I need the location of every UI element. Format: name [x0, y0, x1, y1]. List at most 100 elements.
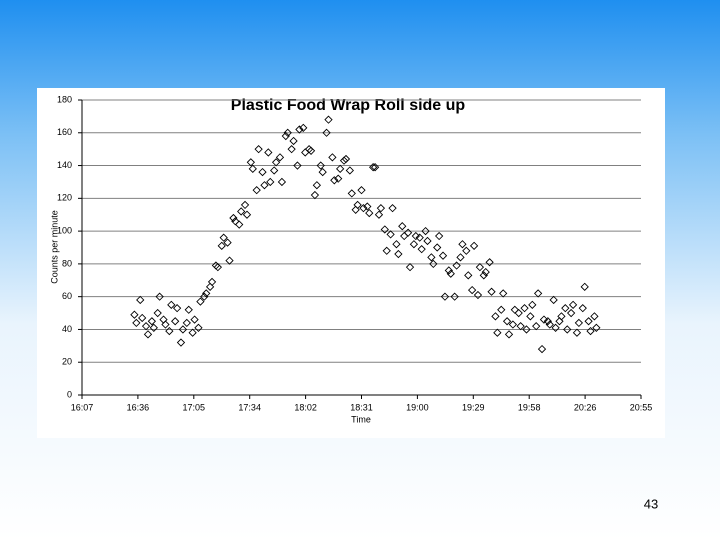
x-tick-label: 19:29 [462, 402, 485, 412]
data-point [405, 263, 415, 272]
data-point [270, 166, 279, 175]
data-point [347, 189, 356, 198]
data-point [380, 225, 389, 234]
x-tick-label: 19:00 [406, 402, 429, 412]
data-point [561, 304, 570, 313]
data-point [411, 231, 420, 241]
data-point [557, 312, 566, 321]
data-point [423, 236, 432, 246]
data-point [171, 317, 180, 326]
data-point [580, 282, 589, 291]
data-point [353, 200, 362, 210]
page-number: 43 [644, 496, 658, 511]
data-point [415, 233, 424, 242]
data-point [190, 315, 199, 324]
x-tick-label: 18:31 [350, 402, 373, 412]
data-point [324, 115, 333, 124]
data-point [473, 290, 483, 300]
x-axis-label: Time [351, 414, 371, 424]
data-point [386, 230, 395, 239]
data-point [182, 318, 191, 328]
data-point [469, 241, 479, 250]
data-point [235, 220, 244, 229]
y-tick-label: 80 [62, 258, 72, 268]
data-point [194, 323, 203, 332]
y-tick-label: 0 [67, 389, 72, 399]
data-point [155, 292, 164, 301]
data-point [485, 258, 494, 267]
data-point [357, 186, 366, 195]
data-point [388, 204, 397, 213]
data-point [277, 177, 287, 187]
y-tick-label: 160 [57, 127, 72, 137]
data-point [246, 158, 256, 167]
chart-panel [37, 88, 665, 438]
data-point [398, 222, 407, 231]
data-point [196, 297, 205, 306]
data-point [141, 322, 151, 331]
data-point [188, 328, 197, 337]
data-point [153, 308, 162, 318]
data-point [574, 318, 584, 328]
data-point [394, 249, 403, 259]
data-point [299, 123, 308, 132]
data-point [312, 181, 321, 190]
data-point [450, 292, 459, 301]
data-point [318, 167, 327, 177]
data-point [322, 128, 331, 137]
y-axis-label: Counts per minute [49, 210, 59, 284]
data-point [392, 240, 401, 249]
data-point [172, 304, 182, 313]
data-point [306, 146, 316, 155]
data-point [258, 167, 267, 177]
data-point [310, 190, 320, 200]
data-point [590, 312, 599, 321]
data-point [359, 204, 368, 213]
data-point [275, 153, 285, 162]
data-point [289, 136, 298, 146]
data-point [499, 289, 508, 298]
data-point [516, 322, 525, 331]
data-point [427, 253, 436, 262]
y-tick-label: 20 [62, 357, 72, 367]
data-point [223, 238, 232, 247]
data-point [563, 325, 572, 334]
data-point [429, 259, 438, 269]
data-point [440, 292, 450, 301]
y-tick-label: 180 [57, 94, 72, 104]
data-point [138, 313, 147, 323]
data-point [341, 154, 351, 164]
data-point [566, 308, 576, 318]
data-point [528, 300, 537, 309]
data-point [533, 289, 543, 298]
data-point [213, 263, 223, 272]
data-point [584, 317, 593, 326]
data-point [376, 204, 386, 213]
data-point [207, 277, 217, 287]
data-point [543, 317, 552, 326]
data-point [248, 164, 257, 173]
data-point [421, 226, 430, 236]
x-tick-label: 20:26 [574, 402, 597, 412]
data-point [444, 266, 453, 275]
data-point [363, 202, 372, 211]
y-tick-label: 120 [57, 193, 72, 203]
data-point [339, 156, 349, 165]
data-point [147, 317, 157, 326]
data-point [549, 295, 558, 305]
data-point [551, 323, 560, 332]
data-point [502, 317, 512, 326]
x-tick-label: 19:58 [518, 402, 541, 412]
data-point [345, 166, 354, 175]
x-tick-label: 17:05 [183, 402, 206, 412]
data-point [462, 246, 471, 255]
data-point [382, 246, 391, 255]
data-point [467, 285, 477, 295]
data-point [578, 304, 587, 313]
data-point [532, 322, 541, 331]
data-point [351, 205, 360, 214]
y-tick-label: 40 [62, 324, 72, 334]
data-point [316, 161, 325, 170]
data-point [539, 315, 549, 324]
data-point [568, 300, 578, 309]
